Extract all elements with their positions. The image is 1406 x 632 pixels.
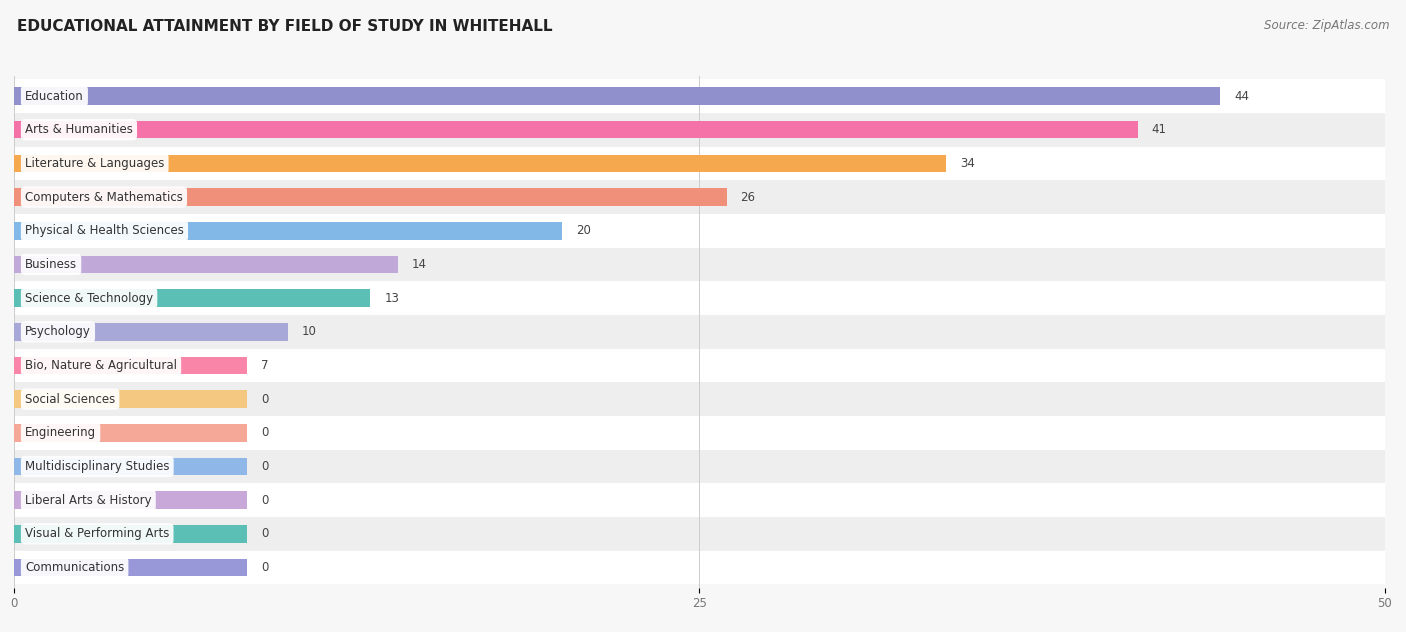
Text: Social Sciences: Social Sciences — [25, 392, 115, 406]
Text: 26: 26 — [741, 191, 755, 204]
Bar — [14, 315, 1385, 349]
Bar — [14, 121, 1139, 138]
Bar — [14, 214, 1385, 248]
Text: Physical & Health Sciences: Physical & Health Sciences — [25, 224, 184, 237]
Bar — [14, 492, 247, 509]
Text: 0: 0 — [262, 561, 269, 574]
Text: Psychology: Psychology — [25, 325, 91, 338]
Text: 13: 13 — [384, 291, 399, 305]
Bar — [14, 382, 1385, 416]
Bar — [14, 483, 1385, 517]
Text: Arts & Humanities: Arts & Humanities — [25, 123, 134, 137]
Text: Bio, Nature & Agricultural: Bio, Nature & Agricultural — [25, 359, 177, 372]
Text: Multidisciplinary Studies: Multidisciplinary Studies — [25, 460, 170, 473]
Text: 20: 20 — [576, 224, 591, 237]
Bar — [14, 222, 562, 240]
Bar — [14, 391, 247, 408]
Bar — [14, 79, 1385, 113]
Bar — [14, 550, 1385, 585]
Text: Engineering: Engineering — [25, 427, 96, 439]
Text: 10: 10 — [302, 325, 316, 338]
Bar — [14, 559, 247, 576]
Text: 41: 41 — [1152, 123, 1167, 137]
Text: 0: 0 — [262, 494, 269, 507]
Text: 0: 0 — [262, 427, 269, 439]
Bar — [14, 87, 1220, 105]
Bar — [14, 525, 247, 543]
Bar — [14, 248, 1385, 281]
Bar — [14, 458, 247, 475]
Text: 0: 0 — [262, 527, 269, 540]
Text: Visual & Performing Arts: Visual & Performing Arts — [25, 527, 169, 540]
Bar — [14, 289, 371, 307]
Bar — [14, 281, 1385, 315]
Bar — [14, 256, 398, 273]
Text: Business: Business — [25, 258, 77, 271]
Text: Education: Education — [25, 90, 84, 102]
Bar — [14, 450, 1385, 483]
Text: Science & Technology: Science & Technology — [25, 291, 153, 305]
Text: 34: 34 — [960, 157, 974, 170]
Bar — [14, 349, 1385, 382]
Text: 0: 0 — [262, 460, 269, 473]
Bar — [14, 323, 288, 341]
Text: EDUCATIONAL ATTAINMENT BY FIELD OF STUDY IN WHITEHALL: EDUCATIONAL ATTAINMENT BY FIELD OF STUDY… — [17, 19, 553, 34]
Bar — [14, 356, 247, 374]
Text: Liberal Arts & History: Liberal Arts & History — [25, 494, 152, 507]
Bar — [14, 147, 1385, 180]
Text: 0: 0 — [262, 392, 269, 406]
Text: 44: 44 — [1234, 90, 1249, 102]
Bar — [14, 113, 1385, 147]
Bar — [14, 155, 946, 172]
Text: Source: ZipAtlas.com: Source: ZipAtlas.com — [1264, 19, 1389, 32]
Text: Computers & Mathematics: Computers & Mathematics — [25, 191, 183, 204]
Bar — [14, 188, 727, 206]
Bar — [14, 180, 1385, 214]
Text: 14: 14 — [412, 258, 426, 271]
Bar — [14, 517, 1385, 550]
Bar — [14, 416, 1385, 450]
Text: Communications: Communications — [25, 561, 124, 574]
Bar — [14, 424, 247, 442]
Text: 7: 7 — [262, 359, 269, 372]
Text: Literature & Languages: Literature & Languages — [25, 157, 165, 170]
